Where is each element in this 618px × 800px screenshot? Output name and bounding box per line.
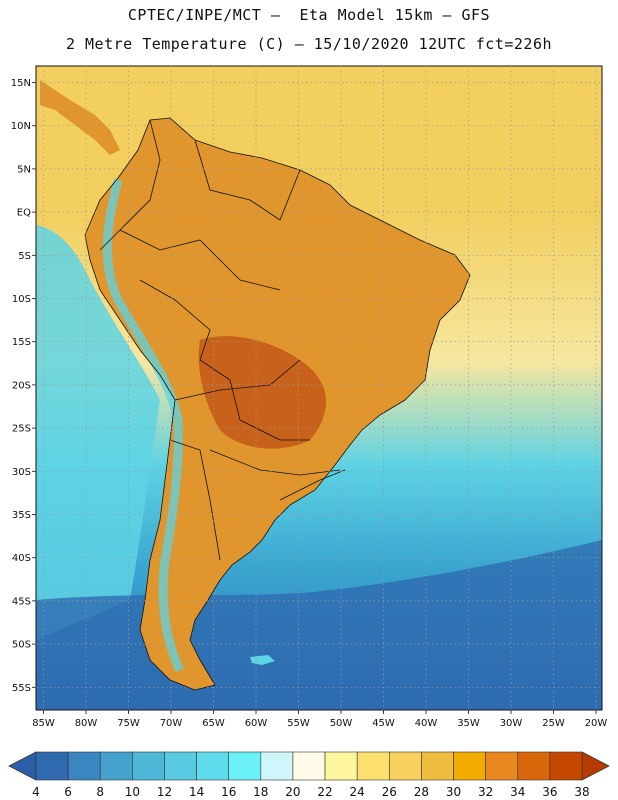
andes-cool-strip: [102, 178, 185, 673]
graticule: [36, 66, 602, 710]
lon-label: 35W: [457, 718, 480, 729]
colorbar-swatch: [549, 751, 583, 781]
colorbar-label: 4: [32, 785, 40, 799]
lon-label: 30W: [500, 718, 523, 729]
colorbar-swatch: [196, 751, 230, 781]
lat-label: 20S: [12, 380, 31, 391]
colorbar-swatch: [164, 751, 197, 781]
longitude-labels: 85W 80W 75W 70W 65W 60W 55W 50W 45W 40W 35W 30W 25W 2…: [32, 710, 607, 729]
colorbar-swatch: [99, 751, 133, 781]
lat-label: 55S: [12, 683, 31, 694]
lat-label: 35S: [12, 510, 31, 521]
map-title: CPTEC/INPE/MCT – Eta Model 15km – GFS: [127, 6, 491, 24]
map-frame: [35, 65, 603, 711]
lat-label: 10S: [12, 294, 31, 305]
colorbar-swatch: [485, 751, 519, 781]
colorbar-label: 8: [96, 785, 104, 799]
lat-label: 30S: [12, 467, 31, 478]
colorbar-label: 16: [221, 785, 236, 799]
lat-label: EQ: [17, 208, 31, 219]
colorbar-label: 14: [189, 785, 204, 799]
lon-label: 70W: [160, 718, 183, 729]
colorbar-swatch: [388, 751, 422, 781]
colorbar-label: 12: [157, 785, 172, 799]
lon-label: 25W: [542, 718, 565, 729]
colorbar-label: 18: [253, 785, 268, 799]
pacific-cool-region: [36, 225, 160, 640]
colorbar-label: 38: [574, 785, 589, 799]
lon-label: 60W: [245, 718, 268, 729]
colorbar-swatch: [260, 751, 294, 781]
colorbar-label: 24: [350, 785, 365, 799]
colorbar-end-left: [8, 751, 37, 781]
lon-label: 40W: [415, 718, 438, 729]
lat-label: 5S: [18, 251, 31, 262]
lat-label: 50S: [12, 640, 31, 651]
colorbar-swatch: [132, 751, 165, 781]
lat-label: 10N: [11, 121, 31, 132]
colorbar-label: 22: [317, 785, 332, 799]
colorbar-label: 30: [446, 785, 461, 799]
lon-label: 75W: [117, 718, 140, 729]
country-borders: [84, 117, 471, 691]
latitude-labels: 15N 10N 5N EQ 5S 10S 15S 20S 25S 30S 35S 40S 45S 50S 5…: [11, 78, 36, 694]
colorbar-label: 26: [382, 785, 397, 799]
colorbar-swatch: [421, 751, 454, 781]
lat-label: 40S: [12, 553, 31, 564]
lon-label: 20W: [585, 718, 608, 729]
lon-label: 65W: [202, 718, 225, 729]
colorbar-label: 6: [64, 785, 72, 799]
interior-hot-region: [198, 336, 327, 449]
colorbar-swatch: [228, 751, 262, 781]
lat-label: 15S: [12, 337, 31, 348]
temperature-colorbar: 4 6 8 10 12 14 16 18 20 22 24 26 28 30 32 34 36 38: [8, 751, 610, 799]
colorbar-swatch: [324, 751, 358, 781]
colorbar-label: 20: [285, 785, 300, 799]
colorbar-swatch: [356, 751, 390, 781]
colorbar-label: 10: [125, 785, 140, 799]
map-panel: [36, 66, 602, 710]
falkland-islands: [250, 655, 275, 665]
colorbar-label: 32: [478, 785, 493, 799]
lat-label: 15N: [11, 78, 31, 89]
colorbar-swatch: [453, 751, 486, 781]
colorbar-label: 34: [510, 785, 525, 799]
lon-label: 55W: [287, 718, 310, 729]
colorbar-label: 36: [542, 785, 557, 799]
central-america-land: [40, 80, 120, 155]
lon-label: 85W: [32, 718, 55, 729]
colorbar-end-right: [581, 751, 610, 781]
colorbar-swatch: [67, 751, 101, 781]
lat-label: 5N: [17, 164, 31, 175]
lon-label: 50W: [330, 718, 353, 729]
lat-label: 25S: [12, 424, 31, 435]
colorbar-swatch: [292, 751, 326, 781]
colorbar-label: 28: [414, 785, 429, 799]
map-subtitle: 2 Metre Temperature (C) – 15/10/2020 12U…: [65, 35, 553, 53]
colorbar-swatch: [517, 751, 551, 781]
lon-label: 45W: [372, 718, 395, 729]
colorbar-swatch: [35, 751, 69, 781]
lon-label: 80W: [75, 718, 98, 729]
lat-label: 45S: [12, 596, 31, 607]
